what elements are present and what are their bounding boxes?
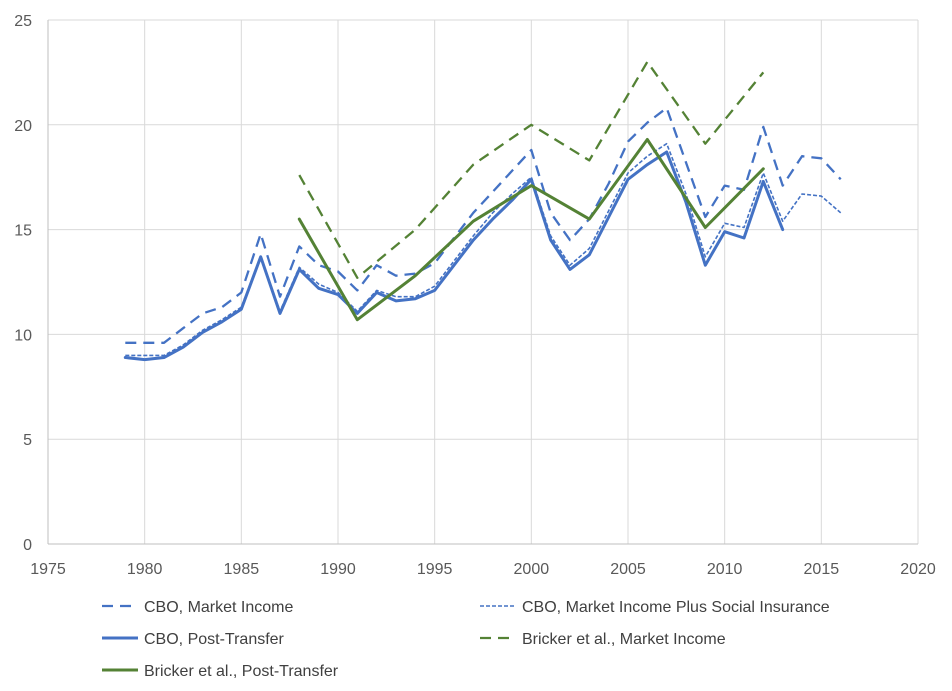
legend-label-2: CBO, Market Income Plus Social Insurance xyxy=(522,599,830,616)
series-line-2 xyxy=(125,142,842,357)
x-tick-label: 2010 xyxy=(707,561,743,578)
x-tick-label: 1990 xyxy=(320,561,356,578)
x-tick-label: 1980 xyxy=(127,561,163,578)
x-tick-label: 2015 xyxy=(804,561,840,578)
legend-label-3: CBO, Post-Transfer xyxy=(144,631,285,648)
y-axis-tick-labels: 0 5 10 15 20 25 xyxy=(14,13,32,554)
legend: CBO, Market Income CBO, Market Income Plu… xyxy=(102,599,830,680)
x-tick-label: 1985 xyxy=(224,561,260,578)
x-tick-label: 1975 xyxy=(30,561,66,578)
y-tick-label: 20 xyxy=(14,118,32,135)
y-tick-label: 10 xyxy=(14,327,32,344)
x-axis-tick-labels: 1975 1980 1985 1990 1995 2000 2005 2010 2015 2020 xyxy=(30,561,936,578)
series-lines xyxy=(123,60,842,362)
y-tick-label: 0 xyxy=(23,537,32,554)
x-tick-label: 2020 xyxy=(900,561,936,578)
legend-label-1: CBO, Market Income xyxy=(144,599,293,616)
series-line-1 xyxy=(125,106,842,344)
series-line-5 xyxy=(297,138,765,322)
x-tick-label: 2000 xyxy=(514,561,550,578)
legend-label-4: Bricker et al., Market Income xyxy=(522,631,726,648)
x-tick-label: 2005 xyxy=(610,561,646,578)
series-line-4 xyxy=(298,60,765,279)
series-line-3 xyxy=(123,150,785,362)
y-tick-label: 5 xyxy=(23,432,32,449)
y-tick-label: 15 xyxy=(14,223,32,240)
legend-label-5: Bricker et al., Post-Transfer xyxy=(144,663,339,680)
y-tick-label: 25 xyxy=(14,13,32,30)
x-tick-label: 1995 xyxy=(417,561,453,578)
gridlines xyxy=(47,19,919,545)
